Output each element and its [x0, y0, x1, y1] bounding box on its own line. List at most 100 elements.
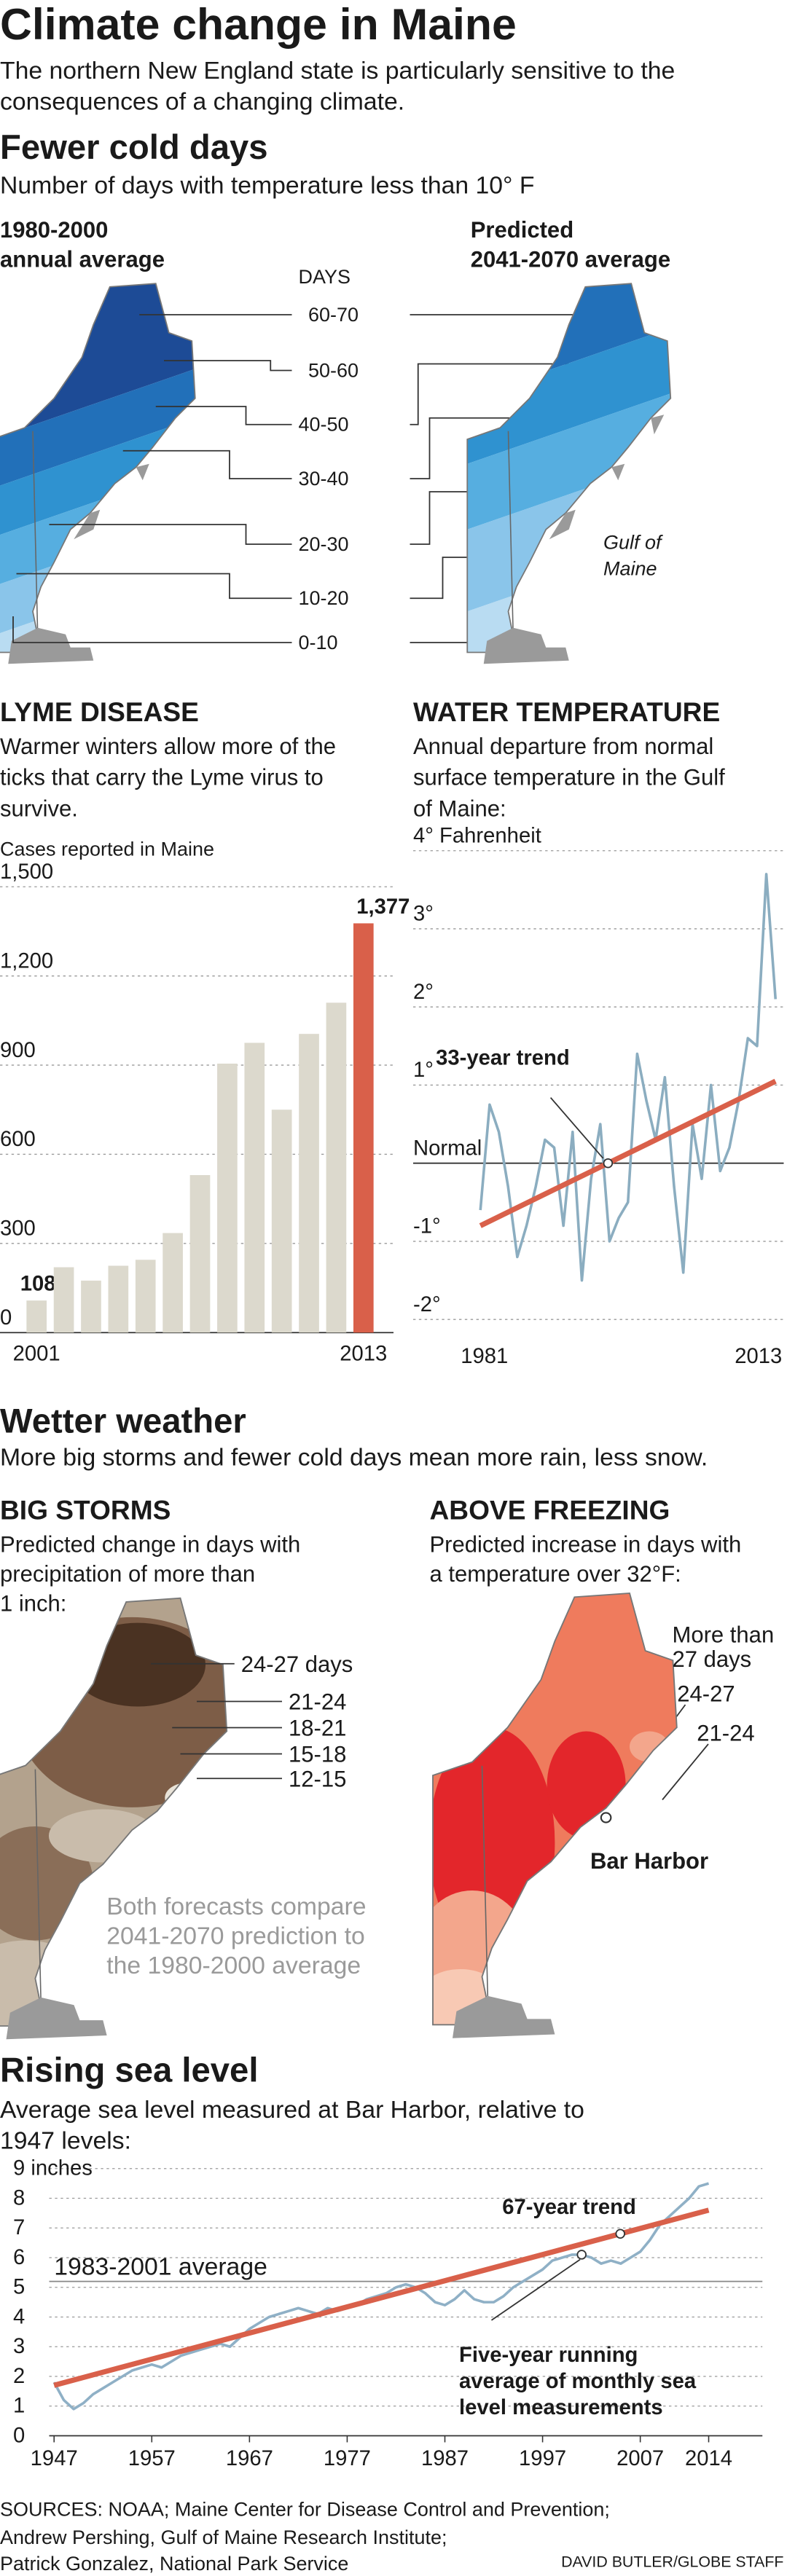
x-tick-label: 1981	[461, 1345, 508, 1368]
y-tick-label: -2°	[413, 1293, 441, 1316]
leader-line	[490, 2258, 581, 2321]
bar	[271, 1110, 292, 1333]
trend-marker	[603, 1158, 614, 1169]
legend-label: 24-27	[677, 1681, 735, 1706]
value-label: 1,377	[356, 895, 410, 919]
place-label: Maine	[603, 558, 657, 580]
legend-label: 0-10	[299, 632, 338, 653]
legend-label: 27 days	[672, 1646, 751, 1672]
panel-text: precipitation of more than	[0, 1561, 255, 1587]
chart-subtitle: Warmer winters allow more of the	[0, 734, 336, 759]
credit: DAVID BUTLER/GLOBE STAFF	[561, 2553, 783, 2570]
legend-title: DAYS	[299, 266, 351, 288]
note: the 1980-2000 average	[106, 1952, 361, 1979]
section-title: Fewer cold days	[0, 128, 268, 167]
y-tick-label: 1	[13, 2395, 25, 2418]
bar	[26, 1300, 47, 1333]
panel-title: BIG STORMS	[0, 1495, 171, 1525]
x-tick-label: 1967	[226, 2447, 273, 2470]
y-tick-label: 1,200	[0, 949, 53, 973]
bar	[81, 1280, 101, 1333]
chart-subtitle: 1947 levels:	[0, 2127, 131, 2155]
legend-label: 40-50	[299, 414, 349, 436]
y-tick-label: 9 inches	[13, 2157, 93, 2180]
chart-subtitle: Annual departure from normal	[413, 734, 713, 759]
bar	[189, 1175, 211, 1333]
series-label: Five-year running average of monthly sea…	[458, 2342, 697, 2419]
page-title: Climate change in Maine	[0, 0, 517, 49]
x-tick-label: 1987	[421, 2447, 469, 2470]
x-tick-label: 2001	[13, 1342, 60, 1365]
legend-label: 20-30	[299, 533, 349, 555]
leader-line	[549, 1097, 604, 1159]
bar	[326, 1002, 347, 1333]
chart-subtitle: survive.	[0, 796, 78, 821]
y-tick-label: 5	[13, 2276, 25, 2299]
map-label: Predicted	[471, 217, 573, 243]
section-subtitle: Number of days with temperature less tha…	[0, 171, 535, 199]
y-tick-label: 1,500	[0, 860, 53, 884]
x-tick-label: 2007	[616, 2447, 664, 2470]
bar	[163, 1233, 183, 1333]
trend-label: 67-year trend	[502, 2196, 636, 2219]
trend-line	[53, 2207, 710, 2388]
y-tick-label: 2°	[413, 981, 434, 1004]
y-tick-label: 1°	[413, 1059, 434, 1082]
page-subtitle: consequences of a changing climate.	[0, 88, 404, 116]
y-tick-label: Normal	[413, 1136, 482, 1160]
legend-label: 10-20	[299, 587, 349, 609]
y-tick-label: 4	[13, 2305, 25, 2328]
bar	[217, 1064, 238, 1333]
bar	[53, 1267, 74, 1333]
series-line	[52, 2182, 710, 2411]
map-freezing	[431, 1592, 678, 2038]
legend-label: 21-24	[697, 1720, 754, 1746]
section-subtitle: More big storms and fewer cold days mean…	[0, 1443, 708, 1471]
legend-label: 60-70	[308, 304, 359, 326]
map-label: 2041-2070 average	[471, 247, 670, 272]
legend-label: 21-24	[289, 1689, 346, 1715]
chart-subtitle: Average sea level measured at Bar Harbor…	[0, 2096, 584, 2124]
legend-label: 15-18	[289, 1742, 346, 1767]
bar	[108, 1265, 129, 1333]
x-tick-label: 2013	[735, 1345, 782, 1368]
y-tick-label: 6	[13, 2246, 25, 2269]
x-tick-label: 1957	[128, 2447, 176, 2470]
place-label: Bar Harbor	[590, 1848, 708, 1874]
sources: Andrew Pershing, Gulf of Maine Research …	[0, 2526, 447, 2548]
value-label: 108	[20, 1273, 56, 1296]
y-tick-label: 7	[13, 2216, 25, 2239]
trend-label: 33-year trend	[436, 1047, 570, 1070]
x-tick-label: 2014	[685, 2447, 732, 2470]
chart-title: WATER TEMPERATURE	[413, 696, 720, 727]
bar	[299, 1034, 319, 1333]
trend-marker	[615, 2229, 625, 2239]
series-label-text: Five-year running average of monthly sea…	[458, 2342, 697, 2419]
x-tick-label: 1947	[31, 2447, 78, 2470]
legend-label: More than	[672, 1622, 774, 1647]
y-tick-label: 2	[13, 2365, 25, 2388]
map-label: 1980-2000	[0, 217, 108, 243]
section-title: Wetter weather	[0, 1402, 246, 1440]
legend-label: 24-27 days	[241, 1652, 353, 1677]
y-axis-label: Cases reported in Maine	[0, 838, 214, 860]
x-tick-label: 1977	[324, 2447, 371, 2470]
series-line	[479, 873, 778, 1282]
y-tick-label: 600	[0, 1128, 36, 1151]
panel-text: a temperature over 32°F:	[429, 1561, 681, 1587]
y-tick-label: 4° Fahrenheit	[413, 824, 541, 847]
map-label: annual average	[0, 247, 165, 272]
leader-lines	[12, 314, 582, 643]
panel-text: 1 inch:	[0, 1591, 66, 1617]
bar	[244, 1042, 265, 1333]
x-tick-label: 1997	[519, 2447, 566, 2470]
legend-label: 50-60	[308, 359, 359, 381]
sources: SOURCES: NOAA; Maine Center for Disease …	[0, 2499, 610, 2521]
y-tick-label: 3	[13, 2335, 25, 2358]
legend-label: 12-15	[289, 1766, 346, 1791]
place-label: Gulf of	[603, 532, 663, 554]
y-tick-label: -1°	[413, 1215, 441, 1238]
bar	[135, 1260, 156, 1333]
